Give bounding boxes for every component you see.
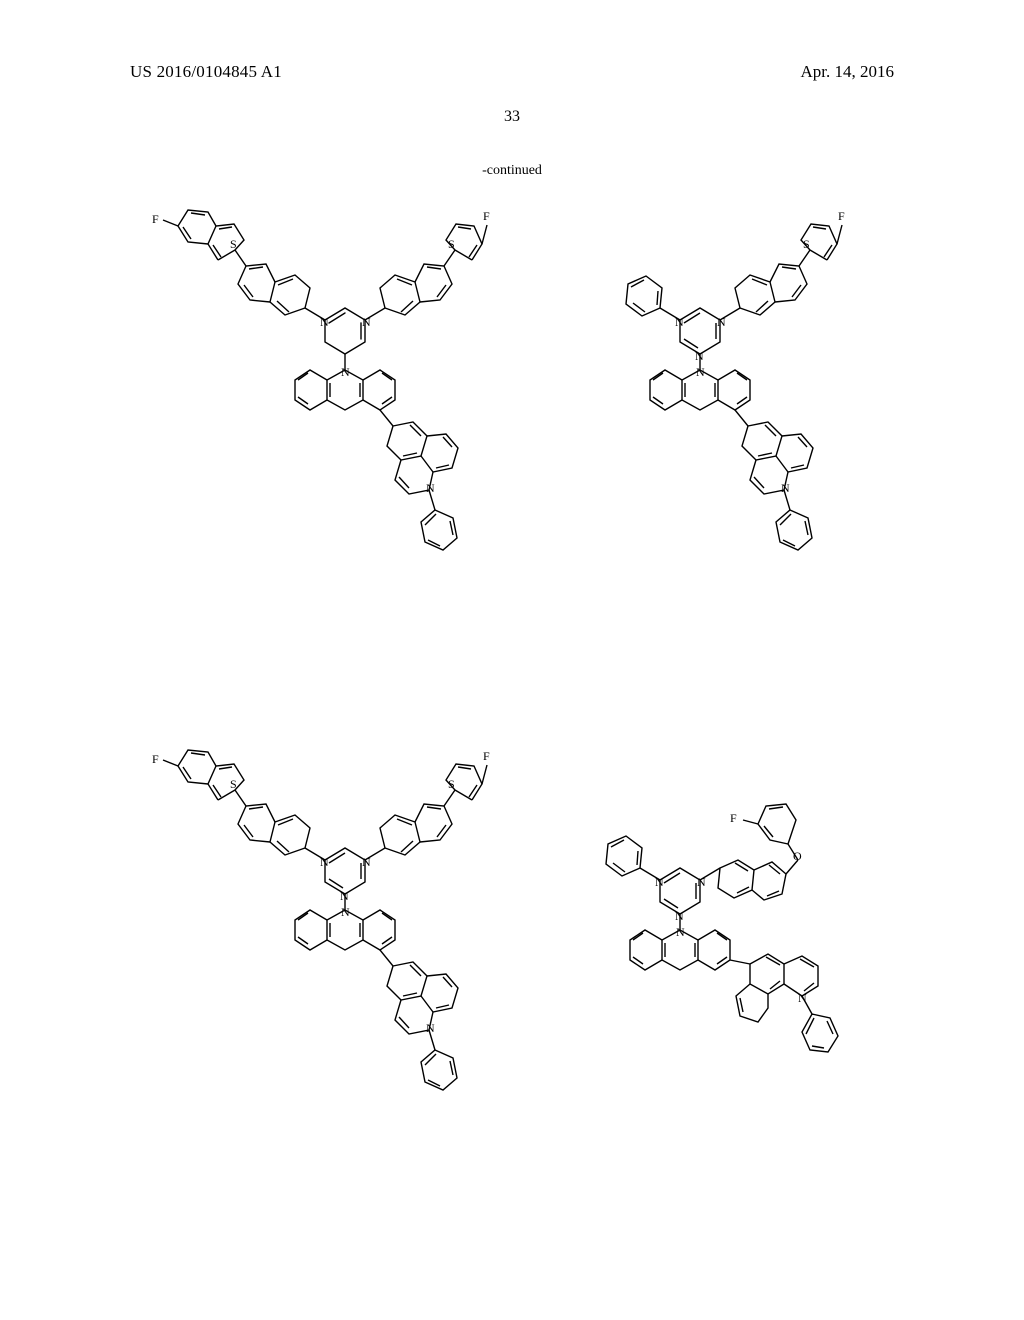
svg-text:F: F xyxy=(483,749,490,763)
svg-text:S: S xyxy=(803,237,810,251)
svg-text:S: S xyxy=(230,777,237,791)
svg-text:S: S xyxy=(448,777,455,791)
svg-text:F: F xyxy=(152,752,159,766)
molecule-top-right: N N N xyxy=(530,170,900,590)
publication-date: Apr. 14, 2016 xyxy=(801,62,895,82)
chemical-structures-area: N N xyxy=(120,170,904,1230)
page-number: 33 xyxy=(0,108,1024,126)
svg-text:F: F xyxy=(730,811,737,825)
svg-text:N: N xyxy=(676,925,685,939)
svg-text:F: F xyxy=(838,209,845,223)
svg-text:F: F xyxy=(152,212,159,226)
svg-text:F: F xyxy=(483,209,490,223)
publication-number: US 2016/0104845 A1 xyxy=(130,62,282,82)
svg-text:N: N xyxy=(341,905,350,919)
molecule-bottom-right: N N N xyxy=(530,740,900,1120)
page-header: US 2016/0104845 A1 Apr. 14, 2016 xyxy=(0,62,1024,86)
svg-text:S: S xyxy=(230,237,237,251)
molecule-top-left: N N xyxy=(130,170,530,590)
svg-text:O: O xyxy=(793,849,802,863)
patent-page: US 2016/0104845 A1 Apr. 14, 2016 33 -con… xyxy=(0,0,1024,1320)
molecule-bottom-left: N N N xyxy=(130,700,530,1140)
svg-text:N: N xyxy=(341,365,350,379)
svg-text:S: S xyxy=(448,237,455,251)
svg-text:N: N xyxy=(696,365,705,379)
